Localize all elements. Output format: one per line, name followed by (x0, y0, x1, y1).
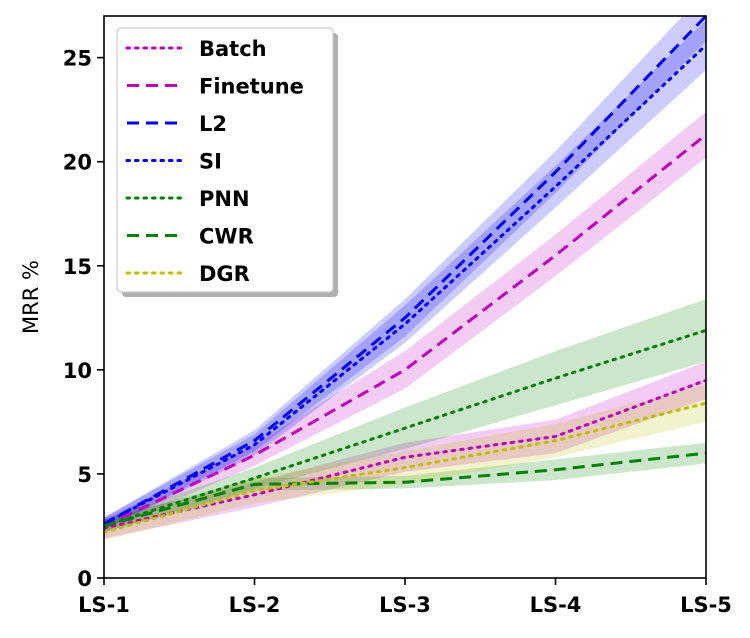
y-tick-label: 10 (63, 359, 92, 383)
legend-label-finetune: Finetune (199, 75, 304, 99)
band-dgr (104, 384, 706, 541)
band-cwr (104, 442, 706, 533)
line-si (104, 43, 706, 526)
x-tick-label: LS-5 (680, 593, 732, 617)
legend-label-cwr: CWR (199, 225, 254, 249)
legend-label-l2: L2 (199, 112, 227, 136)
series-lines (104, 16, 706, 534)
legend: Batch Finetune L2 SI PNN CWR DGR (116, 27, 338, 297)
line-cwr (104, 451, 706, 528)
y-axis-ticks: 0 5 10 15 20 25 (63, 47, 104, 591)
y-tick-label: 20 (63, 151, 92, 175)
legend-box (116, 27, 334, 293)
x-tick-label: LS-4 (530, 593, 582, 617)
line-pnn (104, 328, 706, 528)
y-tick-label: 15 (63, 255, 92, 279)
legend-label-pnn: PNN (199, 187, 250, 211)
line-finetune (104, 133, 706, 528)
y-tick-label: 0 (77, 567, 92, 591)
y-tick-label: 5 (77, 463, 92, 487)
y-axis-label: MRR % (19, 260, 43, 334)
x-tick-label: LS-1 (78, 593, 130, 617)
y-tick-label: 25 (63, 47, 92, 71)
legend-items: Batch Finetune L2 SI PNN CWR DGR (125, 37, 304, 286)
x-axis-ticks: LS-1 LS-2 LS-3 LS-4 LS-5 (78, 578, 732, 617)
legend-label-dgr: DGR (199, 262, 250, 286)
band-l2 (104, 16, 706, 531)
line-l2 (104, 16, 706, 526)
x-tick-label: LS-3 (379, 593, 431, 617)
line-dgr (104, 401, 706, 534)
x-tick-label: LS-2 (229, 593, 281, 617)
legend-label-batch: Batch (199, 37, 267, 61)
legend-label-si: SI (199, 150, 222, 174)
band-pnn (104, 299, 706, 533)
